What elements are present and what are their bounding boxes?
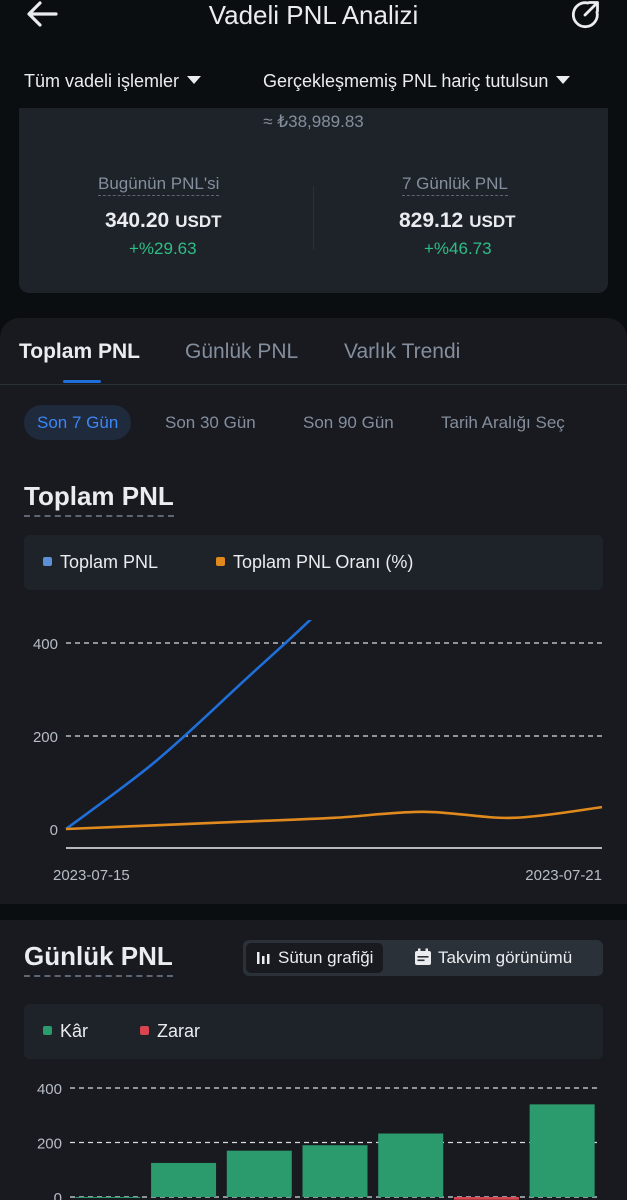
- legend-item-loss[interactable]: Zarar: [140, 1019, 200, 1043]
- today-pnl-amount: 340.20: [105, 209, 170, 232]
- calendar-icon: [415, 948, 431, 965]
- y-tick-label: 200: [37, 1136, 62, 1153]
- back-button[interactable]: [24, 0, 60, 30]
- today-pnl-change: +%29.63: [129, 239, 197, 258]
- legend-swatch: [216, 556, 225, 566]
- active-tab-indicator: [63, 380, 101, 383]
- legend-label: Kâr: [60, 1021, 89, 1041]
- today-pnl-value: 340.20 USDT: [105, 209, 222, 233]
- pnl-filter-dropdown[interactable]: Gerçekleşmemiş PNL hariç tutulsun: [263, 68, 571, 94]
- page-title: Vadeli PNL Analizi: [208, 0, 419, 30]
- week-pnl-unit: USDT: [469, 212, 516, 231]
- y-tick-label: 400: [33, 636, 58, 653]
- profit-bar: [151, 1162, 217, 1197]
- today-pnl-label[interactable]: Bugünün PNL'si: [98, 174, 220, 196]
- bar-chart-icon: [257, 951, 270, 964]
- legend-item-total-pnl[interactable]: Toplam PNL: [43, 550, 158, 574]
- profit-bar: [75, 1197, 141, 1198]
- calendar-view-button[interactable]: Takvim görünümü: [410, 943, 576, 973]
- week-pnl-label[interactable]: 7 Günlük PNL: [402, 174, 508, 196]
- arrow-left-icon: [27, 1, 58, 27]
- caret-down-icon: [556, 76, 571, 85]
- legend-item-pnl-ratio[interactable]: Toplam PNL Oranı (%): [216, 550, 413, 574]
- chart-view-toggle: Sütun grafiği Takvim görünümü: [243, 940, 603, 976]
- legend-item-profit[interactable]: Kâr: [43, 1019, 88, 1043]
- tab-total-pnl[interactable]: Toplam PNL: [19, 340, 140, 363]
- approx-fiat-value: ≈ ₺38,989.83: [263, 112, 364, 131]
- y-tick-label: 400: [37, 1081, 62, 1098]
- app-header: Vadeli PNL Analizi Tüm vadeli işlemler G…: [0, 0, 627, 115]
- share-button[interactable]: [568, 0, 602, 30]
- tab-asset-trend[interactable]: Varlık Trendi: [344, 340, 461, 363]
- legend-label: Toplam PNL Oranı (%): [233, 552, 414, 572]
- legend-swatch: [43, 556, 52, 566]
- caret-down-icon: [187, 76, 202, 85]
- calendar-view-label: Takvim görünümü: [438, 948, 573, 967]
- x-tick-label: 2023-07-15: [53, 867, 130, 884]
- total-pnl-series-line: [65, 620, 313, 831]
- legend-label: Zarar: [157, 1021, 201, 1041]
- loss-bar: [453, 1197, 519, 1200]
- daily-pnl-legend: [24, 1004, 603, 1059]
- legend-swatch: [140, 1025, 149, 1035]
- stat-divider: [313, 186, 314, 250]
- range-7-days[interactable]: Son 7 Gün: [24, 405, 132, 440]
- legend-swatch: [43, 1025, 52, 1035]
- week-pnl-change: +%46.73: [424, 239, 492, 258]
- tab-daily-pnl[interactable]: Günlük PNL: [185, 340, 299, 363]
- y-tick-label: 0: [50, 822, 58, 839]
- today-pnl-unit: USDT: [175, 212, 222, 231]
- total-pnl-legend: [24, 535, 603, 590]
- bar-chart-view-button[interactable]: Sütun grafiği: [246, 943, 384, 973]
- profit-bar: [529, 1104, 595, 1197]
- y-tick-label: 200: [33, 729, 58, 746]
- legend-label: Toplam PNL: [60, 552, 159, 572]
- range-custom-date[interactable]: Tarih Aralığı Seç: [441, 413, 565, 432]
- daily-pnl-bar-chart[interactable]: 0 200 400: [0, 1070, 627, 1200]
- pnl-ratio-series-line: [65, 805, 603, 831]
- week-pnl-value: 829.12 USDT: [399, 209, 516, 233]
- profit-bar: [226, 1150, 292, 1197]
- share-icon: [571, 1, 599, 29]
- contract-filter-label: Tüm vadeli işlemler: [24, 71, 180, 91]
- range-90-days[interactable]: Son 90 Gün: [303, 413, 394, 432]
- profit-bar: [302, 1145, 368, 1197]
- contract-filter-dropdown[interactable]: Tüm vadeli işlemler: [24, 68, 202, 94]
- daily-pnl-title[interactable]: Günlük PNL: [24, 941, 173, 977]
- profit-bar: [378, 1133, 444, 1197]
- week-pnl-amount: 829.12: [399, 209, 464, 232]
- range-30-days[interactable]: Son 30 Gün: [165, 413, 256, 432]
- total-pnl-title[interactable]: Toplam PNL: [24, 481, 174, 517]
- tabs-divider: [0, 384, 627, 385]
- y-tick-label: 0: [54, 1190, 62, 1200]
- x-tick-label: 2023-07-21: [525, 867, 602, 884]
- pnl-filter-label: Gerçekleşmemiş PNL hariç tutulsun: [263, 71, 549, 91]
- bar-chart-view-label: Sütun grafiği: [278, 948, 374, 967]
